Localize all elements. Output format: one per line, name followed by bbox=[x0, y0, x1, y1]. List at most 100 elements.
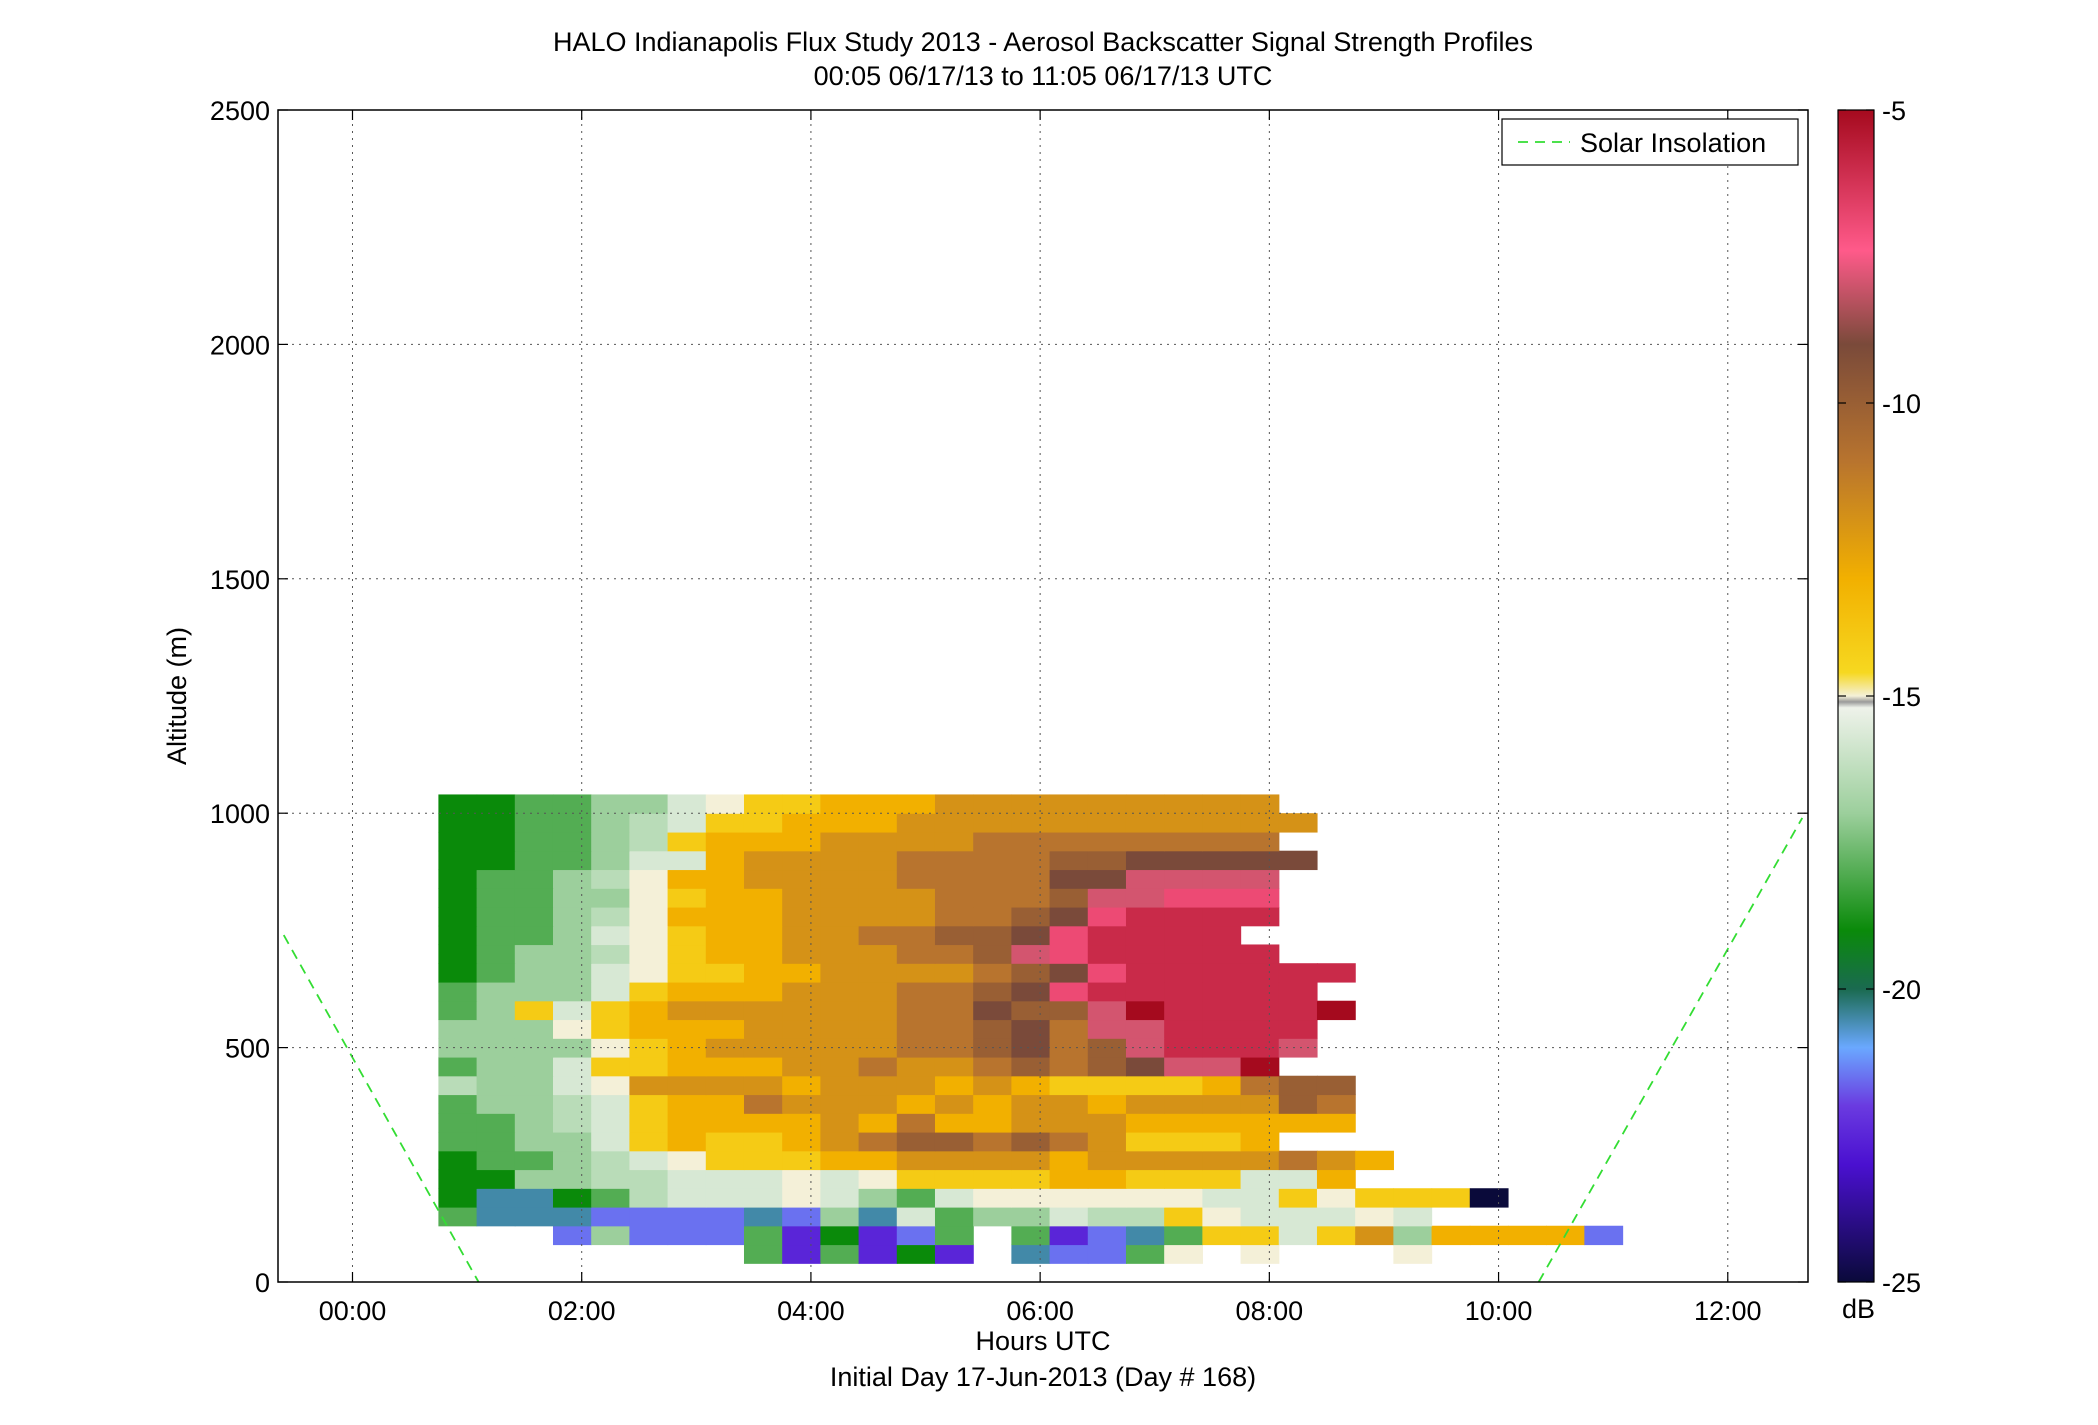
heatmap-cell bbox=[667, 813, 707, 833]
heatmap-cell bbox=[1125, 1244, 1165, 1264]
heatmap-cell bbox=[1240, 1019, 1280, 1039]
heatmap-cell bbox=[973, 906, 1012, 927]
heatmap-cell bbox=[1087, 1150, 1127, 1171]
x-tick-label: 04:00 bbox=[777, 1296, 845, 1326]
heatmap-cell bbox=[782, 1206, 821, 1227]
heatmap-cell bbox=[896, 850, 936, 871]
heatmap-cell bbox=[438, 944, 478, 964]
heatmap-cell bbox=[1164, 906, 1203, 927]
heatmap-cell bbox=[591, 1056, 630, 1077]
heatmap-cell bbox=[973, 1188, 1012, 1208]
heatmap-cell bbox=[1202, 1019, 1242, 1039]
heatmap-cell bbox=[1011, 1225, 1051, 1246]
heatmap-cell bbox=[1316, 963, 1356, 983]
heatmap-cell bbox=[1125, 1169, 1165, 1189]
heatmap-cell bbox=[1278, 981, 1318, 1002]
heatmap-cell bbox=[1202, 981, 1242, 1002]
heatmap-cell bbox=[820, 1019, 860, 1039]
heatmap-cell bbox=[476, 1094, 516, 1114]
heatmap-cell bbox=[858, 869, 898, 889]
heatmap-cell bbox=[782, 906, 821, 927]
heatmap-cell bbox=[476, 1075, 516, 1096]
heatmap-cell bbox=[1087, 1169, 1127, 1189]
heatmap-cell bbox=[552, 831, 592, 852]
heatmap-cell bbox=[1087, 1225, 1127, 1246]
heatmap-cell bbox=[1087, 813, 1127, 833]
heatmap-cell bbox=[1125, 1206, 1165, 1227]
heatmap-cell bbox=[438, 794, 478, 814]
heatmap-cell bbox=[667, 1206, 707, 1227]
heatmap-cell bbox=[1278, 1038, 1318, 1058]
heatmap-cell bbox=[438, 981, 478, 1002]
heatmap-cell bbox=[973, 850, 1012, 871]
heatmap-cell bbox=[1355, 1225, 1394, 1246]
heatmap-cell bbox=[820, 1094, 860, 1114]
heatmap-cell bbox=[1125, 1075, 1165, 1096]
heatmap-cell bbox=[1393, 1188, 1433, 1208]
heatmap-cell bbox=[629, 981, 669, 1002]
heatmap-cell bbox=[858, 1113, 898, 1133]
y-tick-label: 1500 bbox=[210, 565, 270, 595]
heatmap-cell bbox=[782, 1131, 821, 1152]
heatmap-cell bbox=[667, 850, 707, 871]
heatmap-cell bbox=[1049, 963, 1089, 983]
heatmap-cell bbox=[1125, 906, 1165, 927]
heatmap-cell bbox=[743, 850, 783, 871]
heatmap-cell bbox=[667, 1075, 707, 1096]
heatmap-cell bbox=[820, 850, 860, 871]
heatmap-cell bbox=[1049, 1188, 1089, 1208]
heatmap-cell bbox=[820, 1131, 860, 1152]
heatmap-cell bbox=[552, 1113, 592, 1133]
heatmap-cell bbox=[629, 906, 669, 927]
heatmap-cell bbox=[667, 906, 707, 927]
heatmap-cell bbox=[1011, 831, 1051, 852]
heatmap-cell bbox=[1049, 1244, 1089, 1264]
heatmap-cell bbox=[858, 963, 898, 983]
heatmap-cell bbox=[591, 1038, 630, 1058]
heatmap-cell bbox=[1393, 1244, 1433, 1264]
heatmap-cell bbox=[1164, 794, 1203, 814]
heatmap-cell bbox=[896, 1094, 936, 1114]
heatmap-cell bbox=[1202, 906, 1242, 927]
heatmap-cell bbox=[1240, 1150, 1280, 1171]
heatmap-cell bbox=[820, 1000, 860, 1021]
heatmap-cell bbox=[1011, 1244, 1051, 1264]
heatmap-cell bbox=[591, 1206, 630, 1227]
heatmap-cell bbox=[591, 831, 630, 852]
heatmap-cell bbox=[1011, 888, 1051, 908]
heatmap-cell bbox=[782, 850, 821, 871]
heatmap-cell bbox=[1125, 888, 1165, 908]
heatmap-cell bbox=[667, 1225, 707, 1246]
heatmap-cell bbox=[552, 925, 592, 946]
heatmap-cell bbox=[1316, 1075, 1356, 1096]
heatmap-cell bbox=[1087, 1131, 1127, 1152]
heatmap-cell bbox=[743, 1188, 783, 1208]
heatmap-cell bbox=[591, 1169, 630, 1189]
heatmap-cell bbox=[858, 1019, 898, 1039]
heatmap-cell bbox=[629, 1188, 669, 1208]
heatmap-cell bbox=[1240, 831, 1280, 852]
heatmap-cell bbox=[973, 944, 1012, 964]
heatmap-cell bbox=[1202, 813, 1242, 833]
heatmap-cell bbox=[1278, 1206, 1318, 1227]
heatmap-cell bbox=[1011, 1206, 1051, 1227]
heatmap-cell bbox=[1278, 1169, 1318, 1189]
heatmap-cell bbox=[1240, 1056, 1280, 1077]
heatmap-cell bbox=[896, 813, 936, 833]
heatmap-cell bbox=[820, 794, 860, 814]
heatmap-cell bbox=[476, 1206, 516, 1227]
heatmap-cell bbox=[514, 925, 554, 946]
colorbar-label: dB bbox=[1842, 1294, 1875, 1324]
heatmap-cell bbox=[1049, 1225, 1089, 1246]
heatmap-cell bbox=[629, 1206, 669, 1227]
heatmap-cell bbox=[1507, 1225, 1547, 1246]
heatmap-cell bbox=[1355, 1188, 1394, 1208]
heatmap-cell bbox=[1049, 1075, 1089, 1096]
heatmap-cell bbox=[552, 963, 592, 983]
heatmap-cell bbox=[934, 869, 974, 889]
heatmap-cell bbox=[743, 1094, 783, 1114]
heatmap-cell bbox=[591, 1188, 630, 1208]
heatmap-cell bbox=[1125, 831, 1165, 852]
heatmap-cell bbox=[1431, 1188, 1471, 1208]
heatmap-cell bbox=[858, 850, 898, 871]
